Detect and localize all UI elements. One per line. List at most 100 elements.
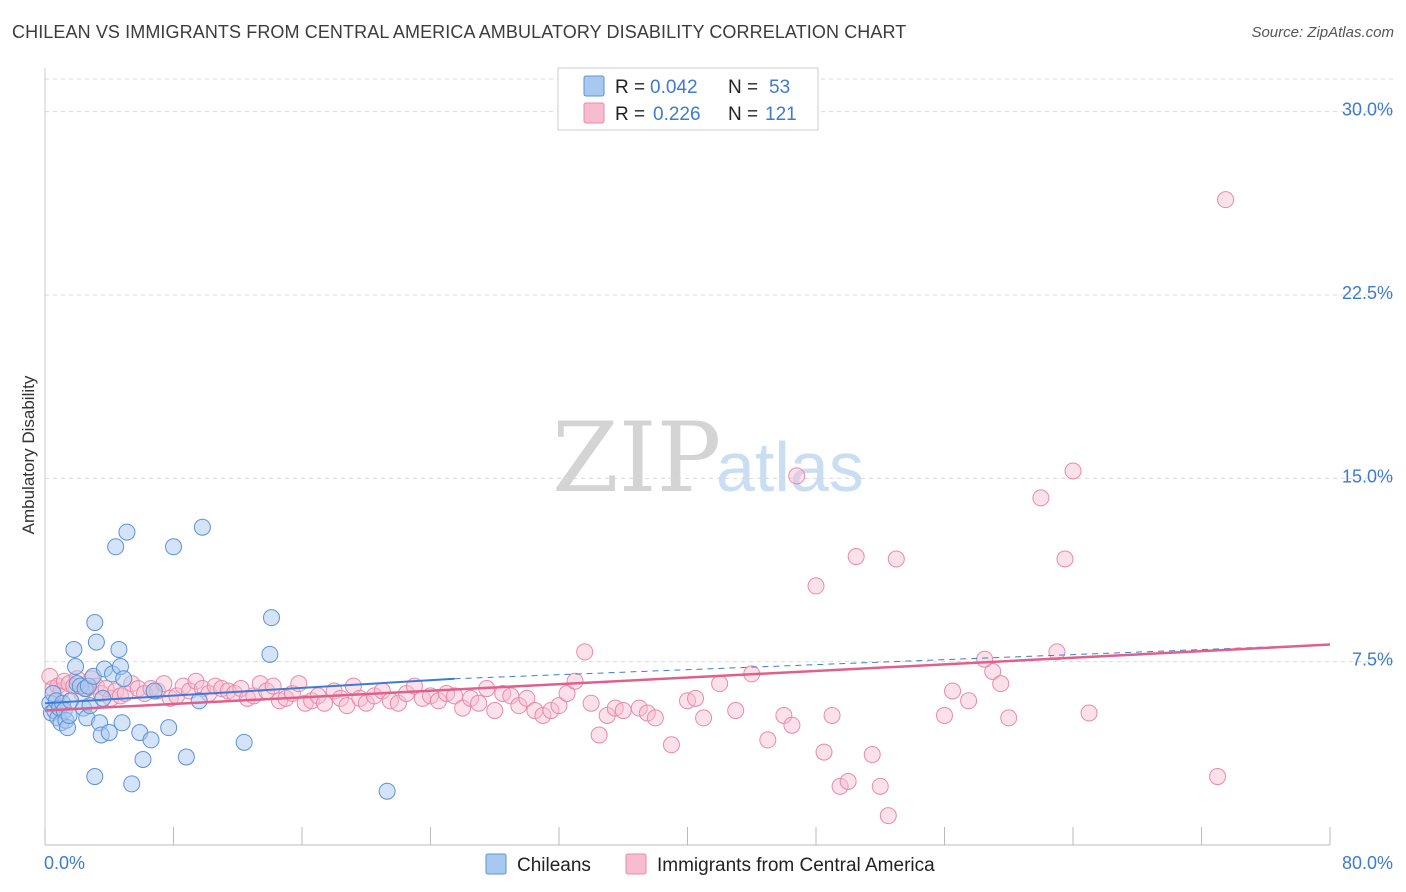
legend-n-label-1: N =	[728, 77, 758, 98]
immigrants-point	[462, 689, 480, 707]
correlation-legend: R = 0.042 N = 53 R = 0.226 N = 121	[557, 67, 819, 131]
immigrants-point	[807, 577, 825, 595]
legend-n-value-1: 53	[769, 77, 790, 98]
chileans-point	[134, 750, 152, 768]
immigrants-point	[976, 650, 994, 668]
immigrants-point	[759, 731, 777, 749]
immigrants-point	[984, 662, 1002, 680]
chileans-point	[123, 775, 141, 793]
chileans-point	[160, 719, 178, 737]
immigrants-point	[187, 672, 205, 690]
legend-n-value-2: 121	[765, 104, 797, 125]
immigrants-point	[847, 548, 865, 566]
legend-swatch-immigrants	[583, 102, 605, 124]
legend-n-label-2: N =	[728, 104, 758, 125]
immigrants-point	[839, 772, 857, 790]
immigrants-point	[646, 709, 664, 727]
immigrants-point	[711, 675, 729, 693]
chileans-point	[262, 609, 280, 627]
immigrants-point	[542, 702, 560, 720]
immigrants-point	[470, 694, 488, 712]
immigrants-point	[1048, 643, 1066, 661]
legend-r-value-2: 0.226	[653, 104, 701, 125]
source-credit: Source: ZipAtlas.com	[1251, 24, 1394, 41]
immigrants-point	[863, 746, 881, 764]
immigrants-point	[960, 692, 978, 710]
immigrants-point	[944, 682, 962, 700]
chileans-point	[190, 692, 208, 710]
chileans-point	[115, 670, 133, 688]
immigrants-point	[1080, 704, 1098, 722]
bottom-legend-chileans: Chileans	[517, 855, 591, 876]
immigrants-point	[590, 726, 608, 744]
immigrants-point	[1000, 709, 1018, 727]
immigrants-point	[566, 672, 584, 690]
axes	[44, 68, 1331, 846]
immigrants-point	[815, 743, 833, 761]
chileans-point	[107, 538, 125, 556]
immigrants-point	[871, 777, 889, 795]
immigrants-point	[992, 675, 1010, 693]
y-axis-title: Ambulatory Disability	[19, 375, 38, 534]
chileans-point	[86, 614, 104, 632]
series-legend: Chileans Immigrants from Central America	[485, 853, 935, 876]
bottom-legend-swatch-chileans	[485, 853, 507, 875]
watermark-zip: ZIP	[552, 402, 721, 514]
chileans-point	[110, 640, 128, 658]
immigrants-point	[614, 702, 632, 720]
immigrants-point	[1056, 550, 1074, 568]
chileans-point	[142, 731, 160, 749]
chileans-trend-extension	[454, 644, 1331, 680]
immigrants-point	[831, 777, 849, 795]
immigrants-point	[783, 716, 801, 734]
immigrants-point	[558, 684, 576, 702]
bottom-legend-immigrants: Immigrants from Central America	[657, 855, 935, 876]
immigrants-point	[936, 706, 953, 724]
immigrants-point	[582, 694, 600, 712]
chileans-point	[67, 658, 85, 676]
chileans-point	[86, 768, 104, 786]
immigrants-point	[630, 699, 648, 717]
x-tick-label: 80.0%	[1342, 853, 1393, 873]
immigrants-point	[518, 689, 536, 707]
immigrants-point	[576, 643, 594, 661]
chart-title: CHILEAN VS IMMIGRANTS FROM CENTRAL AMERI…	[12, 22, 907, 42]
immigrants-point	[1032, 489, 1050, 507]
chileans-point	[235, 733, 253, 751]
chileans-point	[177, 748, 195, 766]
immigrants-point	[695, 709, 713, 727]
immigrants-point	[1209, 768, 1227, 786]
chileans-point	[65, 640, 83, 658]
legend-r-label-2: R =	[615, 104, 645, 125]
tick-labels: 7.5% 15.0% 22.5% 30.0% 0.0% 80.0%	[44, 100, 1393, 873]
chileans-point	[118, 523, 136, 541]
legend-swatch-chileans	[583, 75, 605, 97]
x-tick-label: 0.0%	[44, 853, 85, 873]
immigrants-point	[1064, 462, 1082, 480]
legend-r-label-1: R =	[615, 77, 645, 98]
immigrants-point	[534, 706, 552, 724]
y-tick-label: 7.5%	[1352, 650, 1393, 670]
chileans-point	[94, 689, 112, 707]
y-tick-label: 15.0%	[1342, 466, 1393, 486]
bottom-legend-swatch-immigrants	[625, 853, 647, 875]
immigrants-point	[887, 550, 905, 568]
chileans-point	[113, 714, 131, 732]
immigrants-point	[365, 687, 383, 705]
immigrants-point	[879, 807, 897, 825]
immigrants-point	[638, 704, 656, 722]
immigrants-point	[662, 736, 680, 754]
chileans-point	[165, 538, 182, 556]
immigrants-point	[687, 689, 705, 707]
legend-r-value-1: 0.042	[650, 77, 698, 98]
grid-lines	[45, 78, 1395, 663]
chileans-point	[87, 633, 105, 651]
immigrants-trend-line	[44, 643, 1331, 712]
chileans-point	[193, 518, 211, 536]
watermark-atlas: atlas	[716, 428, 864, 506]
immigrants-point	[1217, 191, 1235, 209]
immigrants-point	[264, 677, 282, 695]
chileans-point	[378, 782, 396, 800]
immigrants-point	[251, 675, 269, 693]
